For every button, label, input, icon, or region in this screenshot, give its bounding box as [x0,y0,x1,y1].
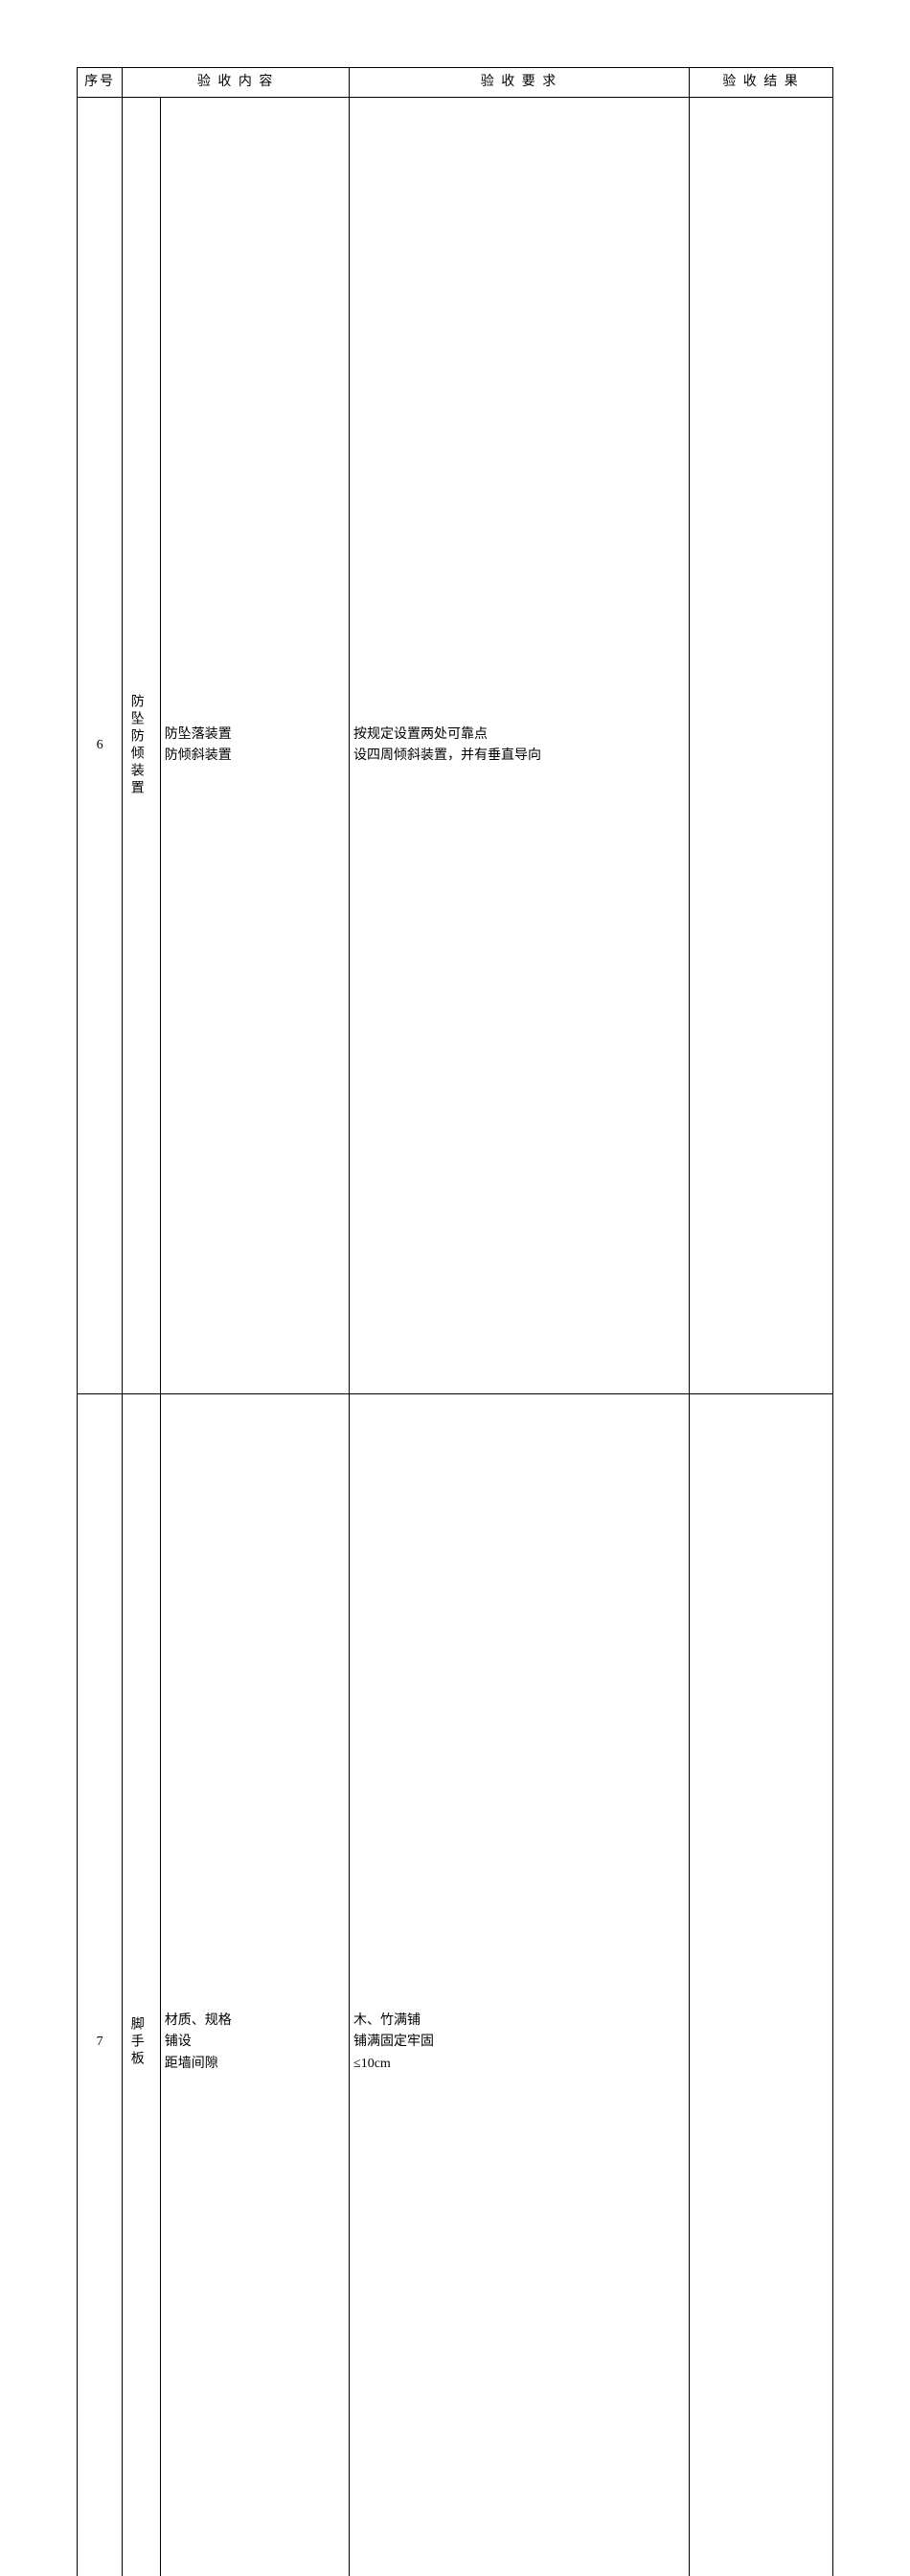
table-row: 6 防坠防倾装置 防坠落装置防倾斜装置 按规定设置两处可靠点设四周倾斜装置，并有… [78,98,833,1394]
category-cell: 脚手板 [123,1394,160,2576]
requirement-cell: 按规定设置两处可靠点设四周倾斜装置，并有垂直导向 [350,98,690,1394]
result-cell [690,98,833,1394]
header-requirement: 验 收 要 求 [350,68,690,98]
inspection-table: 序号 验 收 内 容 验 收 要 求 验 收 结 果 6 防坠防倾装置 防坠落装… [77,67,833,2576]
requirement-cell: 木、竹满铺铺满固定牢固≤10cm [350,1394,690,2576]
header-result: 验 收 结 果 [690,68,833,98]
header-row: 序号 验 收 内 容 验 收 要 求 验 收 结 果 [78,68,833,98]
header-content: 验 收 内 容 [123,68,350,98]
content-cell: 防坠落装置防倾斜装置 [160,98,349,1394]
category-cell: 防坠防倾装置 [123,98,160,1394]
table-row: 7 脚手板 材质、规格铺设距墙间隙 木、竹满铺铺满固定牢固≤10cm [78,1394,833,2576]
content-cell: 材质、规格铺设距墙间隙 [160,1394,349,2576]
seq-cell: 6 [78,98,123,1394]
result-cell [690,1394,833,2576]
seq-cell: 7 [78,1394,123,2576]
header-seq: 序号 [78,68,123,98]
